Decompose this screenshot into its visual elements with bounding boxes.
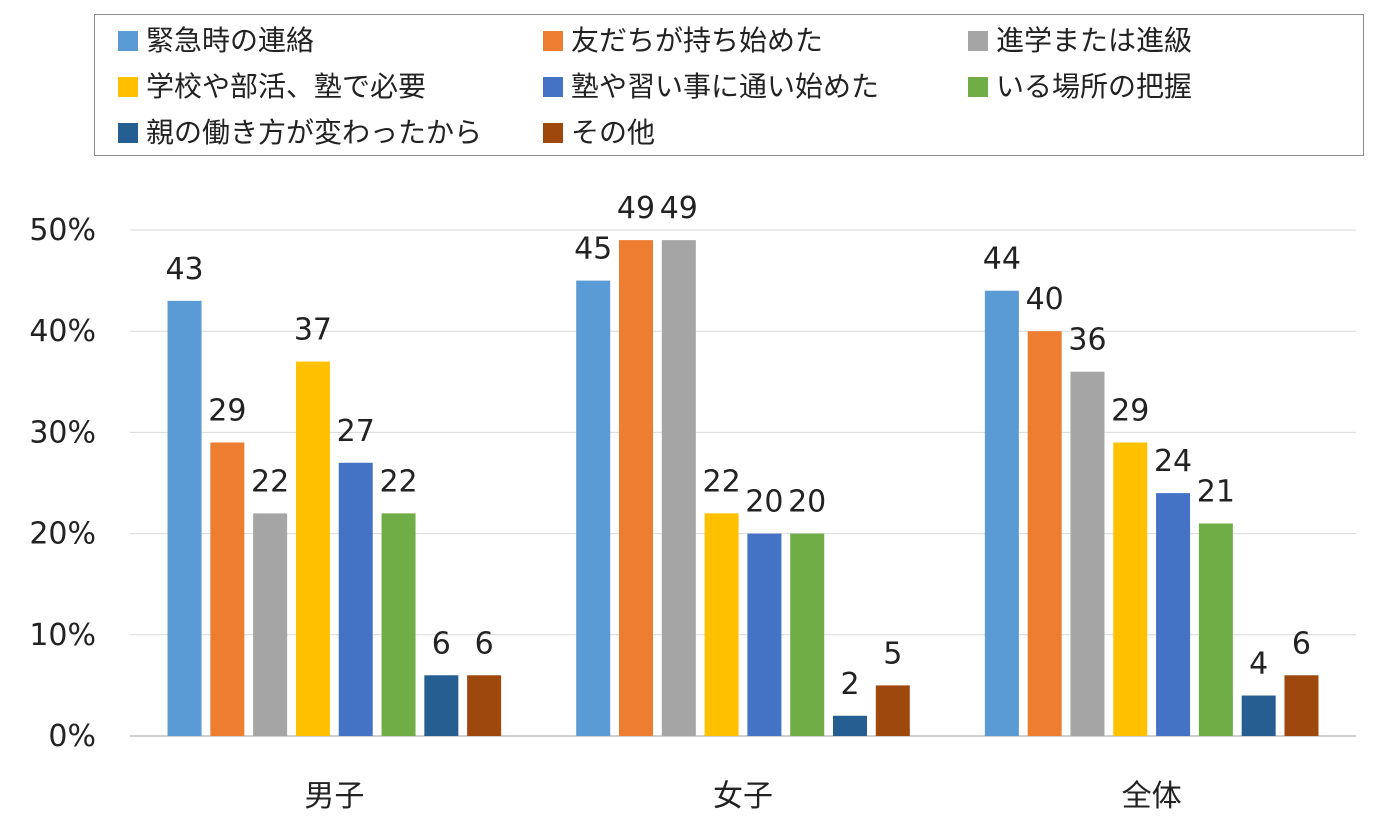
- legend-swatch: [118, 123, 138, 143]
- bar: [1113, 442, 1148, 736]
- bar: [984, 290, 1019, 736]
- bar: [295, 361, 330, 736]
- legend-label: 緊急時の連絡: [146, 24, 315, 57]
- legend-item: 塾や習い事に通い始めた: [543, 68, 879, 106]
- bar: [253, 513, 288, 736]
- y-tick-label: 50%: [29, 213, 96, 248]
- y-tick-label: 10%: [29, 618, 96, 653]
- legend-item: 学校や部活、塾で必要: [118, 68, 426, 106]
- bar: [619, 240, 653, 736]
- legend-item: その他: [543, 114, 655, 152]
- x-category-label: 全体: [1122, 779, 1182, 814]
- bar: [1156, 493, 1191, 736]
- bar: [1284, 675, 1319, 736]
- data-label: 24: [1154, 444, 1192, 479]
- legend-item: 親の働き方が変わったから: [118, 114, 482, 152]
- data-label: 6: [1292, 626, 1311, 661]
- legend-swatch: [543, 31, 563, 51]
- legend: [94, 14, 1364, 156]
- data-label: 20: [745, 485, 783, 520]
- data-label: 6: [475, 626, 494, 661]
- bar: [467, 675, 502, 736]
- bar: [1027, 331, 1062, 736]
- legend-item: 友だちが持ち始めた: [543, 22, 823, 60]
- data-label: 45: [574, 232, 612, 267]
- bar: [1241, 695, 1276, 736]
- data-label: 22: [379, 464, 417, 499]
- legend-label: 学校や部活、塾で必要: [146, 70, 427, 103]
- data-label: 27: [337, 414, 375, 449]
- data-label: 37: [294, 313, 332, 348]
- x-category-label: 男子: [304, 779, 364, 814]
- data-label: 2: [840, 667, 859, 702]
- legend-swatch: [968, 31, 988, 51]
- data-label: 22: [703, 464, 741, 499]
- data-label: 22: [251, 464, 289, 499]
- data-label: 21: [1197, 474, 1235, 509]
- x-category-label: 女子: [713, 779, 773, 814]
- legend-item: いる場所の把握: [968, 68, 1192, 106]
- legend-item: 進学または進級: [968, 22, 1192, 60]
- data-label: 20: [788, 485, 826, 520]
- bar: [1070, 371, 1105, 736]
- legend-label: 塾や習い事に通い始めた: [571, 70, 880, 103]
- bar: [704, 513, 739, 736]
- y-tick-label: 0%: [48, 719, 96, 754]
- legend-swatch: [968, 77, 988, 97]
- bar: [424, 675, 459, 736]
- bar: [833, 715, 867, 736]
- bar: [790, 533, 825, 736]
- data-label: 36: [1068, 323, 1106, 358]
- data-label: 49: [660, 191, 698, 226]
- y-tick-label: 20%: [29, 517, 96, 552]
- legend-item: 緊急時の連絡: [118, 22, 314, 60]
- data-label: 44: [983, 242, 1021, 277]
- data-label: 29: [208, 394, 246, 429]
- bar: [661, 240, 696, 736]
- bar: [167, 300, 202, 736]
- legend-swatch: [543, 123, 563, 143]
- data-label: 49: [617, 191, 655, 226]
- bar: [875, 685, 910, 736]
- legend-label: 友だちが持ち始めた: [571, 24, 824, 57]
- data-label: 40: [1026, 282, 1064, 317]
- data-label: 4: [1249, 647, 1268, 682]
- bar: [381, 513, 416, 736]
- legend-label: 親の働き方が変わったから: [146, 116, 483, 149]
- data-label: 43: [165, 252, 203, 287]
- bar: [747, 533, 782, 736]
- legend-swatch: [543, 77, 563, 97]
- legend-swatch: [118, 31, 138, 51]
- bar: [210, 442, 245, 736]
- data-label: 29: [1111, 394, 1149, 429]
- y-tick-label: 30%: [29, 415, 96, 450]
- legend-swatch: [118, 77, 138, 97]
- legend-label: その他: [571, 116, 656, 149]
- data-label: 6: [432, 626, 451, 661]
- legend-label: いる場所の把握: [996, 70, 1193, 103]
- bar: [1198, 523, 1233, 736]
- legend-label: 進学または進級: [996, 24, 1193, 57]
- data-label: 5: [883, 636, 902, 671]
- bar: [576, 280, 611, 736]
- bar: [338, 462, 373, 736]
- y-tick-label: 40%: [29, 314, 96, 349]
